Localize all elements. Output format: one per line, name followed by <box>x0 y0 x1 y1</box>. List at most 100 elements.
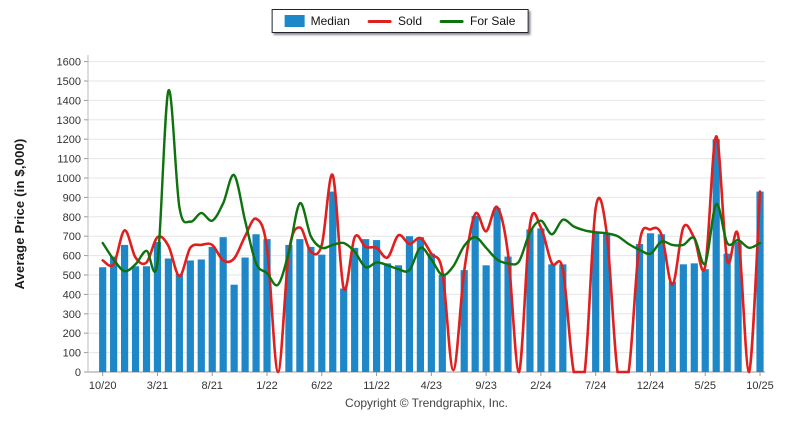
bar <box>526 229 534 372</box>
legend-item-sold[interactable]: Sold <box>367 14 423 28</box>
bar <box>164 258 173 372</box>
y-tick-label: 1400 <box>57 95 81 107</box>
bar <box>756 191 764 372</box>
bar <box>372 240 381 372</box>
bar <box>263 239 271 372</box>
bar <box>186 260 194 372</box>
legend-label-median: Median <box>310 14 350 28</box>
bar <box>405 236 414 372</box>
bar <box>592 231 600 372</box>
y-tick-label: 100 <box>63 348 81 360</box>
y-tick-label: 400 <box>63 289 81 301</box>
bar <box>340 288 348 372</box>
y-tick-label: 1000 <box>57 173 81 185</box>
x-tick-label: 7/24 <box>585 380 606 392</box>
bar <box>285 244 293 372</box>
bar <box>362 239 370 372</box>
x-tick-label: 9/23 <box>475 380 496 392</box>
x-tick-label: 12/24 <box>637 380 665 392</box>
bar <box>252 234 260 372</box>
bar <box>668 281 676 372</box>
y-tick-label: 900 <box>63 192 81 204</box>
bar <box>471 215 479 372</box>
for-sale-line <box>101 89 762 287</box>
bar <box>493 208 501 372</box>
y-tick-label: 1100 <box>57 154 81 166</box>
bar <box>351 247 359 372</box>
x-tick-label: 10/25 <box>746 380 774 392</box>
x-tick-label: 11/22 <box>363 380 390 392</box>
y-tick-label: 1500 <box>57 76 81 88</box>
y-tick-label: 600 <box>63 251 81 263</box>
x-tick-label: 2/24 <box>530 380 551 392</box>
y-tick-label: 1300 <box>57 115 81 127</box>
bar <box>482 265 490 372</box>
copyright-text: Copyright © Trendgraphix, Inc. <box>345 396 508 410</box>
bar <box>383 263 392 372</box>
bar <box>153 242 162 372</box>
bar <box>99 267 107 372</box>
bar <box>241 257 249 372</box>
x-tick-label: 5/25 <box>695 380 716 392</box>
legend-label-forsale: For Sale <box>470 14 516 28</box>
bar <box>679 264 687 372</box>
y-tick-label: 700 <box>63 231 81 243</box>
bar <box>219 237 227 372</box>
y-axis-title: Average Price (in $,000) <box>12 138 27 290</box>
bar <box>438 275 446 372</box>
bar <box>690 263 698 372</box>
y-tick-label: 1600 <box>57 57 81 69</box>
y-axis-tick-labels: 0 100 200 300 400 500 600 700 800 900 1000 1100 1200… <box>57 57 81 379</box>
bar <box>548 264 556 372</box>
bar <box>142 266 151 372</box>
bar <box>646 233 655 372</box>
bar <box>175 274 183 372</box>
y-tick-label: 1200 <box>57 134 81 146</box>
x-tick-label: 4/23 <box>421 380 442 392</box>
median-bar-swatch-icon <box>284 15 305 27</box>
legend-item-median[interactable]: Median <box>284 14 350 28</box>
bar <box>635 243 644 372</box>
bar <box>197 259 205 372</box>
bar <box>307 246 315 372</box>
legend: Median Sold For Sale <box>271 9 529 33</box>
bar <box>208 246 216 372</box>
x-tick-label: 3/21 <box>147 380 168 392</box>
bar <box>329 191 337 372</box>
bar <box>734 242 742 372</box>
forsale-line-swatch-icon <box>440 19 465 23</box>
x-tick-label: 10/20 <box>89 380 117 392</box>
bar <box>110 256 118 372</box>
bar <box>712 139 720 372</box>
median-bars <box>99 139 764 372</box>
y-tick-label: 800 <box>63 212 81 224</box>
bar <box>537 228 545 372</box>
bar <box>657 234 666 372</box>
sold-line-swatch-icon <box>367 19 392 23</box>
y-tick-label: 200 <box>63 328 81 340</box>
bar <box>427 253 435 372</box>
bar <box>394 265 403 372</box>
bar <box>230 284 238 372</box>
bar <box>296 239 304 372</box>
bar <box>460 270 468 372</box>
bar <box>701 269 709 372</box>
bar <box>131 266 140 372</box>
bar <box>504 256 512 372</box>
bar <box>603 233 611 372</box>
x-tick-label: 6/22 <box>311 380 332 392</box>
sold-line <box>101 134 762 374</box>
bar <box>723 253 731 372</box>
legend-item-forsale[interactable]: For Sale <box>440 14 515 28</box>
bar <box>559 264 567 372</box>
x-axis-tick-labels: 10/20 3/21 8/21 1/22 6/22 11/22 4/23 9/23 2/24 7/… <box>89 372 774 392</box>
bar <box>416 237 424 372</box>
bar <box>318 254 326 372</box>
legend-label-sold: Sold <box>397 14 423 28</box>
y-tick-label: 0 <box>75 367 81 379</box>
y-tick-label: 500 <box>63 270 81 282</box>
x-tick-label: 1/22 <box>256 380 277 392</box>
y-tick-label: 300 <box>63 309 81 321</box>
